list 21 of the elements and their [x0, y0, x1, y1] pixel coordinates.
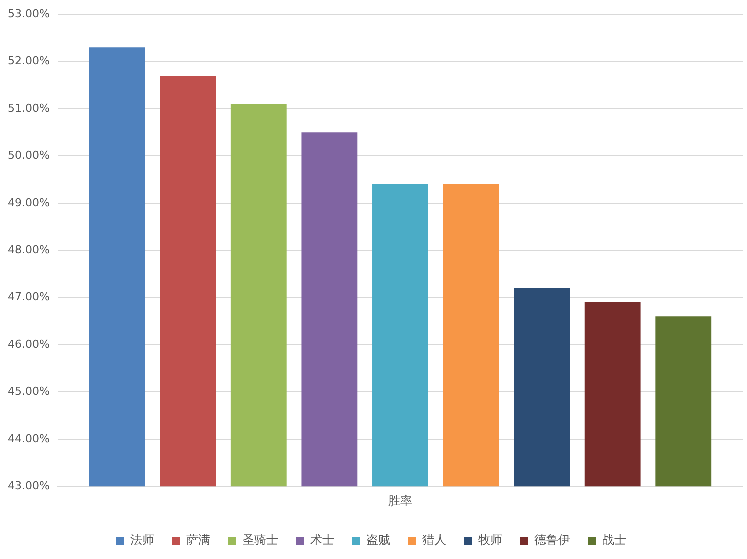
legend-label: 术士 [310, 533, 334, 548]
y-tick-label: 53.00% [8, 7, 50, 20]
legend-label: 战士 [602, 533, 626, 548]
legend-label: 萨满 [186, 533, 210, 548]
y-tick-label: 46.00% [8, 338, 50, 351]
y-tick-label: 47.00% [8, 290, 50, 304]
legend-label: 德鲁伊 [534, 533, 570, 548]
legend-label: 猎人 [422, 533, 446, 548]
legend-label: 牧师 [478, 533, 502, 548]
legend-label: 圣骑士 [242, 533, 278, 548]
y-tick-label: 44.00% [8, 432, 50, 446]
legend-label: 盗贼 [366, 533, 390, 548]
y-tick-label: 45.00% [8, 385, 50, 398]
y-tick-label: 48.00% [8, 243, 50, 256]
y-tick-label: 43.00% [8, 479, 50, 492]
legend-label: 法师 [130, 533, 154, 548]
y-tick-label: 52.00% [8, 54, 50, 68]
y-tick-label: 49.00% [8, 196, 50, 210]
y-tick-label: 50.00% [8, 149, 50, 162]
y-tick-label: 51.00% [8, 102, 50, 115]
x-tick-label: 胜率 [388, 494, 412, 508]
